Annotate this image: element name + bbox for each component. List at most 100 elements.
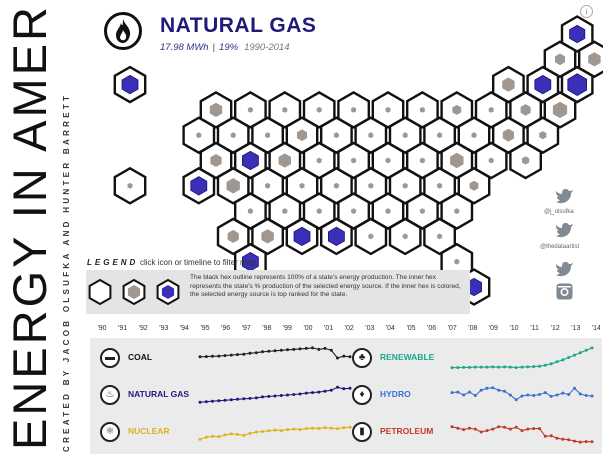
state-hex[interactable]	[182, 116, 216, 155]
state-hex[interactable]	[182, 166, 216, 205]
state-hex[interactable]	[423, 116, 456, 155]
state-hex[interactable]	[371, 141, 405, 180]
state-hex[interactable]	[216, 116, 250, 155]
state-hex[interactable]	[320, 217, 353, 256]
timeline-year[interactable]: '10	[509, 325, 518, 332]
timeline-year[interactable]: '90	[97, 325, 106, 332]
state-hex[interactable]	[337, 91, 370, 129]
timeline-year[interactable]: '06	[427, 325, 436, 332]
state-hex[interactable]	[509, 141, 542, 180]
state-hex[interactable]	[440, 91, 474, 129]
state-hex[interactable]	[233, 91, 267, 129]
state-hex[interactable]	[113, 65, 147, 104]
timeline-year[interactable]: '99	[283, 325, 292, 332]
source-label[interactable]: HYDRO	[380, 389, 411, 399]
timeline-year[interactable]: '92	[139, 325, 148, 332]
train-icon[interactable]: ▬	[100, 348, 120, 368]
timeline-year[interactable]: '09	[489, 325, 498, 332]
state-hex[interactable]	[440, 192, 474, 230]
info-icon[interactable]: i	[580, 5, 593, 18]
state-hex[interactable]	[474, 91, 508, 129]
state-hex[interactable]	[302, 91, 336, 129]
state-hex[interactable]	[509, 91, 542, 129]
sparkline-petroleum[interactable]	[451, 426, 593, 443]
twitter-handle-1[interactable]: @j_olsufka	[544, 209, 574, 215]
oil-barrel-icon[interactable]: ▮	[352, 422, 372, 442]
source-label[interactable]: RENEWABLE	[380, 352, 435, 362]
timeline-year[interactable]: '07	[448, 325, 457, 332]
state-hex[interactable]	[406, 141, 439, 180]
timeline-year[interactable]: '02	[345, 325, 354, 332]
source-label[interactable]: NUCLEAR	[128, 426, 170, 436]
water-drop-icon[interactable]: ♦	[352, 385, 372, 405]
leaf-icon[interactable]: ♣	[352, 348, 372, 368]
state-hex[interactable]	[492, 116, 525, 155]
timeline-year[interactable]: '94	[180, 325, 189, 332]
timeline-year[interactable]: '93	[159, 325, 168, 332]
timeline-year[interactable]: '13	[571, 325, 580, 332]
timeline-year[interactable]: '12	[551, 325, 560, 332]
timeline[interactable]: '90 '91 '92 '93 '94 '95 '96 '97 '98 '99 '00 '01 '02 '…	[90, 318, 600, 334]
state-hex[interactable]	[216, 166, 250, 205]
state-hex[interactable]	[423, 217, 456, 256]
timeline-year[interactable]: '00	[303, 325, 312, 332]
state-hex[interactable]	[337, 192, 370, 230]
state-hex[interactable]	[251, 116, 284, 155]
timeline-year[interactable]: '96	[221, 325, 230, 332]
state-hex[interactable]	[388, 217, 422, 256]
timeline-year[interactable]: '03	[365, 325, 374, 332]
state-hex[interactable]	[354, 116, 388, 155]
state-hex[interactable]	[216, 217, 250, 256]
state-hex[interactable]	[199, 91, 233, 129]
twitter-handle-2[interactable]: @thedataartist	[540, 244, 580, 250]
state-hex[interactable]	[457, 166, 491, 205]
state-hex[interactable]	[560, 65, 594, 104]
timeline-year[interactable]: '08	[468, 325, 477, 332]
state-hex[interactable]	[285, 217, 319, 256]
state-hex[interactable]	[423, 166, 456, 205]
source-label[interactable]: PETROLEUM	[380, 426, 434, 436]
state-hex[interactable]	[320, 166, 353, 205]
state-hex[interactable]	[268, 91, 302, 129]
state-hex[interactable]	[285, 116, 319, 155]
state-hex[interactable]	[268, 141, 302, 180]
twitter-icon[interactable]	[556, 188, 574, 209]
twitter-icon[interactable]	[556, 222, 574, 243]
state-hex[interactable]	[302, 141, 336, 180]
state-hex[interactable]	[474, 141, 508, 180]
timeline-year[interactable]: '04	[386, 325, 395, 332]
timeline-year[interactable]: '91	[118, 325, 127, 332]
instagram-icon[interactable]	[556, 283, 573, 305]
state-hex[interactable]	[251, 166, 284, 205]
state-hex[interactable]	[233, 192, 267, 230]
state-hex[interactable]	[233, 141, 267, 180]
state-hex[interactable]	[285, 166, 319, 205]
state-hex[interactable]	[320, 116, 353, 155]
timeline-year[interactable]: '95	[200, 325, 209, 332]
state-hex[interactable]	[337, 141, 370, 180]
state-hex[interactable]	[406, 192, 439, 230]
timeline-year[interactable]: '97	[242, 325, 251, 332]
timeline-year[interactable]: '11	[530, 325, 539, 332]
timeline-year[interactable]: '05	[406, 325, 415, 332]
state-hex[interactable]	[560, 15, 594, 53]
state-hex[interactable]	[578, 40, 603, 79]
state-hex[interactable]	[113, 166, 147, 205]
timeline-year[interactable]: '01	[324, 325, 333, 332]
state-hex[interactable]	[543, 91, 577, 129]
flame-icon[interactable]: ♨	[100, 385, 120, 405]
state-hex[interactable]	[406, 91, 439, 129]
timeline-year[interactable]: '14	[592, 325, 600, 332]
atom-icon[interactable]: ⚛	[100, 422, 120, 442]
state-hex[interactable]	[251, 217, 284, 256]
state-hex[interactable]	[354, 217, 388, 256]
state-hex[interactable]	[526, 116, 560, 155]
state-hex[interactable]	[388, 166, 422, 205]
state-hex[interactable]	[543, 40, 577, 79]
sparkline-renewable[interactable]	[452, 347, 593, 369]
state-hex[interactable]	[526, 65, 560, 104]
state-hex[interactable]	[354, 166, 388, 205]
twitter-icon[interactable]	[556, 261, 574, 282]
state-hex[interactable]	[268, 192, 302, 230]
state-hex[interactable]	[492, 65, 525, 104]
